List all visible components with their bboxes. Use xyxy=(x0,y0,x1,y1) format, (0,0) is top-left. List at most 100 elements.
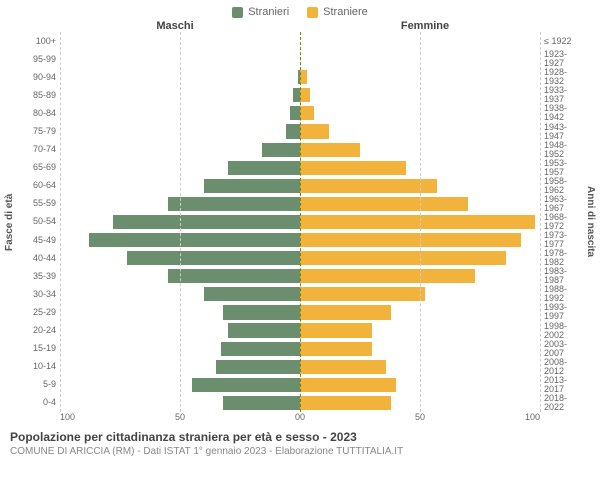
chart-title: Popolazione per cittadinanza straniera p… xyxy=(10,430,590,444)
x-tick: 50 xyxy=(140,412,220,422)
bar-female xyxy=(300,233,521,247)
header-male: Maschi xyxy=(0,20,300,32)
bar-male xyxy=(204,179,300,193)
bar-female xyxy=(300,161,406,175)
age-tick: 95-99 xyxy=(33,50,56,68)
birth-tick: 1978-1982 xyxy=(544,249,582,267)
age-tick: 75-79 xyxy=(33,122,56,140)
age-tick: 15-19 xyxy=(33,340,56,358)
birth-tick: 1948-1952 xyxy=(544,141,582,159)
swatch-male xyxy=(232,7,243,18)
bar-male xyxy=(223,396,300,410)
birth-tick: 1993-1997 xyxy=(544,303,582,321)
bar-female xyxy=(300,124,329,138)
birth-tick: 2008-2012 xyxy=(544,358,582,376)
age-tick: 70-74 xyxy=(33,141,56,159)
bar-male xyxy=(262,143,300,157)
legend: Stranieri Straniere xyxy=(0,0,600,20)
age-tick: 20-24 xyxy=(33,322,56,340)
bar-male xyxy=(127,251,300,265)
bar-female xyxy=(300,269,475,283)
bar-male xyxy=(89,233,300,247)
birth-tick: 1988-1992 xyxy=(544,285,582,303)
x-tick: 0 xyxy=(220,412,300,422)
birth-tick: 1998-2002 xyxy=(544,322,582,340)
chart-subtitle: COMUNE DI ARICCIA (RM) - Dati ISTAT 1° g… xyxy=(10,446,590,457)
bar-male xyxy=(204,287,300,301)
bar-male xyxy=(192,378,300,392)
age-tick: 80-84 xyxy=(33,104,56,122)
x-tick: 50 xyxy=(380,412,460,422)
legend-label-female: Straniere xyxy=(323,6,368,18)
birth-tick: 1938-1942 xyxy=(544,104,582,122)
bar-male xyxy=(168,269,300,283)
bar-female xyxy=(300,143,360,157)
bar-male xyxy=(223,305,300,319)
age-tick: 90-94 xyxy=(33,68,56,86)
y-ticks-birth: ≤ 19221923-19271928-19321933-19371938-19… xyxy=(540,32,582,412)
bar-male xyxy=(221,342,300,356)
swatch-female xyxy=(307,7,318,18)
age-tick: 35-39 xyxy=(33,267,56,285)
birth-tick: 2018-2022 xyxy=(544,394,582,412)
bar-male xyxy=(228,161,300,175)
age-tick: 50-54 xyxy=(33,213,56,231)
chart-area: Fasce di età 100+95-9990-9485-8980-8475-… xyxy=(0,32,600,412)
y-axis-left-label: Fasce di età xyxy=(4,32,18,412)
x-tick: 100 xyxy=(460,412,540,422)
chart-footer: Popolazione per cittadinanza straniera p… xyxy=(0,422,600,457)
pyramid-plot xyxy=(60,32,540,412)
birth-tick: 1923-1927 xyxy=(544,50,582,68)
bar-male xyxy=(168,197,300,211)
y-axis-right-label: Anni di nascita xyxy=(582,32,596,412)
age-tick: 45-49 xyxy=(33,231,56,249)
bar-female xyxy=(300,215,535,229)
birth-tick: 1963-1967 xyxy=(544,195,582,213)
age-tick: 65-69 xyxy=(33,159,56,177)
bar-female xyxy=(300,323,372,337)
legend-item-male: Stranieri xyxy=(232,6,289,18)
age-tick: 40-44 xyxy=(33,249,56,267)
bar-female xyxy=(300,342,372,356)
column-headers: Maschi Femmine xyxy=(0,20,600,32)
bar-female xyxy=(300,396,391,410)
bar-male xyxy=(293,88,300,102)
bar-female xyxy=(300,106,314,120)
age-tick: 60-64 xyxy=(33,177,56,195)
birth-tick: 1973-1977 xyxy=(544,231,582,249)
age-tick: 55-59 xyxy=(33,195,56,213)
bar-male xyxy=(290,106,300,120)
bar-female xyxy=(300,88,310,102)
legend-item-female: Straniere xyxy=(307,6,368,18)
birth-tick: 1958-1962 xyxy=(544,177,582,195)
age-tick: 10-14 xyxy=(33,358,56,376)
bar-female xyxy=(300,70,307,84)
age-tick: 30-34 xyxy=(33,285,56,303)
age-tick: 0-4 xyxy=(43,394,56,412)
x-axis: 100500 050100 xyxy=(0,412,600,422)
bar-female xyxy=(300,251,506,265)
age-tick: 85-89 xyxy=(33,86,56,104)
birth-tick: 1983-1987 xyxy=(544,267,582,285)
birth-tick: 1953-1957 xyxy=(544,159,582,177)
x-tick: 100 xyxy=(60,412,140,422)
bar-male xyxy=(113,215,300,229)
birth-tick: 1968-1972 xyxy=(544,213,582,231)
birth-tick: ≤ 1922 xyxy=(544,32,571,50)
y-ticks-age: 100+95-9990-9485-8980-8475-7970-7465-696… xyxy=(18,32,60,412)
bar-female xyxy=(300,197,468,211)
bar-female xyxy=(300,378,396,392)
legend-label-male: Stranieri xyxy=(248,6,289,18)
birth-tick: 1933-1937 xyxy=(544,86,582,104)
x-tick: 0 xyxy=(300,412,380,422)
bar-female xyxy=(300,360,386,374)
birth-tick: 2013-2017 xyxy=(544,376,582,394)
bar-male xyxy=(216,360,300,374)
center-line xyxy=(300,32,301,412)
bar-female xyxy=(300,179,437,193)
age-tick: 5-9 xyxy=(43,376,56,394)
bar-male xyxy=(286,124,300,138)
birth-tick: 2003-2007 xyxy=(544,340,582,358)
age-tick: 25-29 xyxy=(33,303,56,321)
birth-tick: 1928-1932 xyxy=(544,68,582,86)
